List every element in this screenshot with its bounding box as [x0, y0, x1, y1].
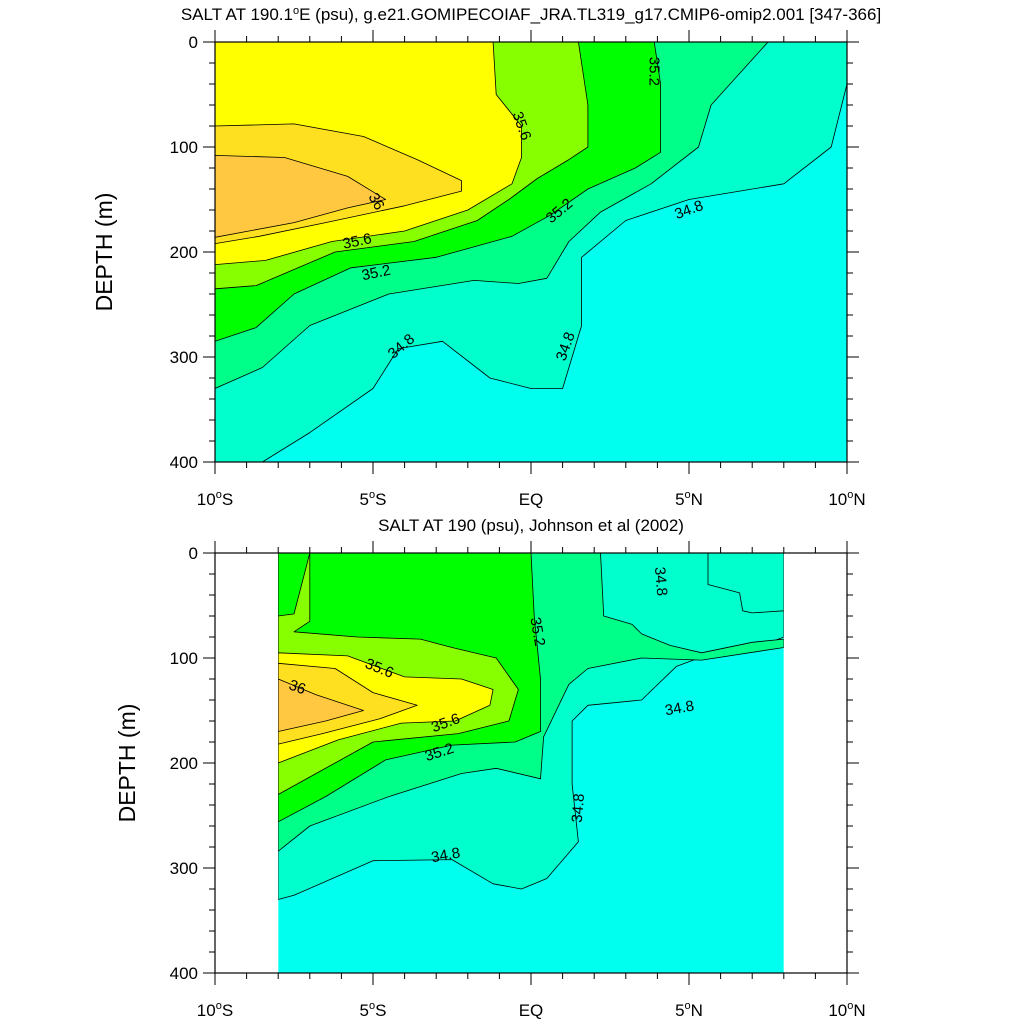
- contour-label: 35.6: [341, 230, 373, 253]
- x-tick-label: 10oS: [197, 1000, 233, 1020]
- contour-label-text: 34.8: [664, 697, 696, 719]
- contour-label: 34.8: [664, 697, 696, 719]
- x-tick-label: 5oN: [675, 1000, 703, 1020]
- y-tick-label: 100: [170, 649, 198, 668]
- x-tick-label: 5oS: [360, 489, 387, 509]
- contour-label-text: 35.2: [646, 57, 663, 86]
- contour-fill-group: [278, 553, 784, 973]
- contour-label: 36: [286, 677, 307, 699]
- y-axis-label: DEPTH (m): [91, 193, 117, 312]
- contour-label: 35.2: [646, 57, 663, 86]
- contour-label: 36: [365, 190, 388, 213]
- y-tick-label: 300: [170, 348, 198, 367]
- contour-label-text: 34.8: [569, 793, 588, 824]
- chart-title: SALT AT 190.1oE (psu), g.e21.GOMIPECOIAF…: [181, 5, 881, 24]
- y-tick-label: 300: [170, 859, 198, 878]
- contour-label-text: 36: [365, 190, 388, 213]
- contour-label: 34.8: [430, 844, 462, 866]
- y-tick-label: 400: [170, 964, 198, 983]
- y-axis-label: DEPTH (m): [114, 704, 140, 823]
- contour-label-text: 35.6: [341, 230, 373, 253]
- contour-label-text: 34.8: [430, 844, 462, 866]
- contour-label-text: 34.8: [651, 566, 670, 597]
- y-tick-label: 100: [170, 138, 198, 157]
- y-tick-label: 0: [189, 33, 198, 52]
- contour-label: 34.8: [651, 566, 670, 597]
- chart-title: SALT AT 190 (psu), Johnson et al (2002): [378, 516, 684, 535]
- x-tick-label: 5oS: [360, 1000, 387, 1020]
- contour-label-text: 35.2: [526, 616, 548, 648]
- contour-band: [215, 154, 387, 238]
- x-tick-label: 10oN: [828, 489, 865, 509]
- contour-label: 35.2: [526, 616, 548, 648]
- y-tick-label: 200: [170, 243, 198, 262]
- y-tick-label: 0: [189, 544, 198, 563]
- y-tick-label: 200: [170, 754, 198, 773]
- y-tick-label: 400: [170, 453, 198, 472]
- contour-label-text: 36: [286, 677, 307, 699]
- contour-label: 34.8: [569, 793, 588, 824]
- x-tick-label: EQ: [519, 490, 544, 509]
- x-tick-label: 5oN: [675, 489, 703, 509]
- contour-band: [278, 678, 364, 732]
- x-tick-label: EQ: [519, 1001, 544, 1020]
- contour-label: 35.2: [360, 262, 392, 285]
- contour-label-text: 35.2: [360, 262, 392, 285]
- x-tick-label: 10oN: [828, 1000, 865, 1020]
- contour-fill-group: [215, 42, 847, 462]
- x-tick-label: 10oS: [197, 489, 233, 509]
- observed-salinity-panel: 34.835.235.63635.635.234.834.834.8010020…: [114, 516, 866, 1020]
